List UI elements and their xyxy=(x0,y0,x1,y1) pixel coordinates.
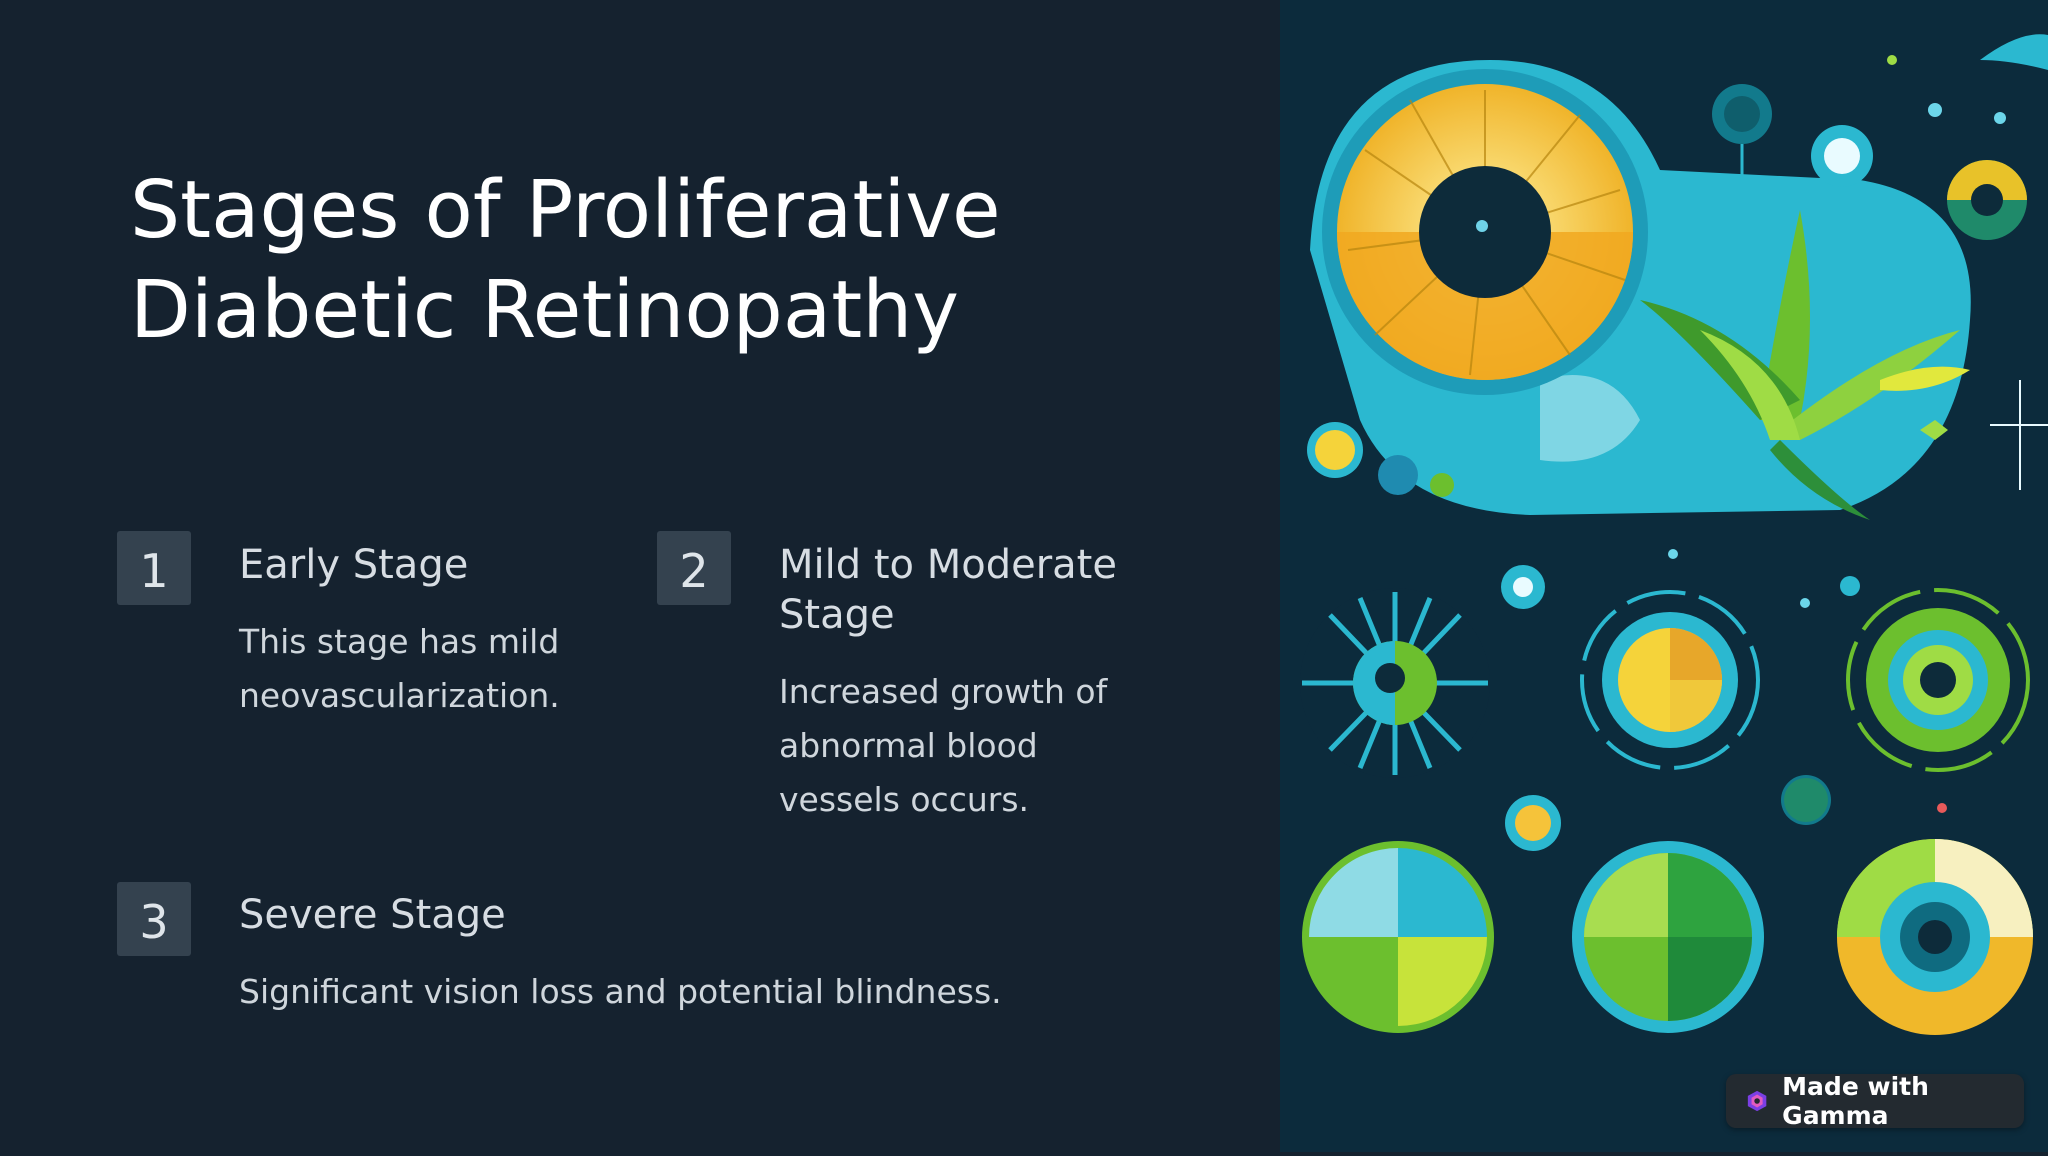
step-1-body: This stage has mild neovascularization. xyxy=(239,622,560,715)
slide-title: Stages of Proliferative Diabetic Retinop… xyxy=(130,164,1001,356)
step-3-body: Significant vision loss and potential bl… xyxy=(239,972,1002,1011)
badge-label: Made with Gamma xyxy=(1782,1072,1929,1130)
step-1-number: 1 xyxy=(117,531,191,605)
retina-illustration xyxy=(1280,0,2048,1152)
step-3-title: Severe Stage xyxy=(239,892,506,938)
made-with-gamma-badge[interactable]: Made with Gamma xyxy=(1726,1072,2024,1130)
step-3-number: 3 xyxy=(117,882,191,956)
step-2-number: 2 xyxy=(657,531,731,605)
gamma-logo-icon xyxy=(1747,1090,1767,1112)
step-2-title: Mild to Moderate Stage xyxy=(779,542,1117,638)
step-1-title: Early Stage xyxy=(239,542,469,588)
step-2-body: Increased growth of abnormal blood vesse… xyxy=(779,672,1108,819)
